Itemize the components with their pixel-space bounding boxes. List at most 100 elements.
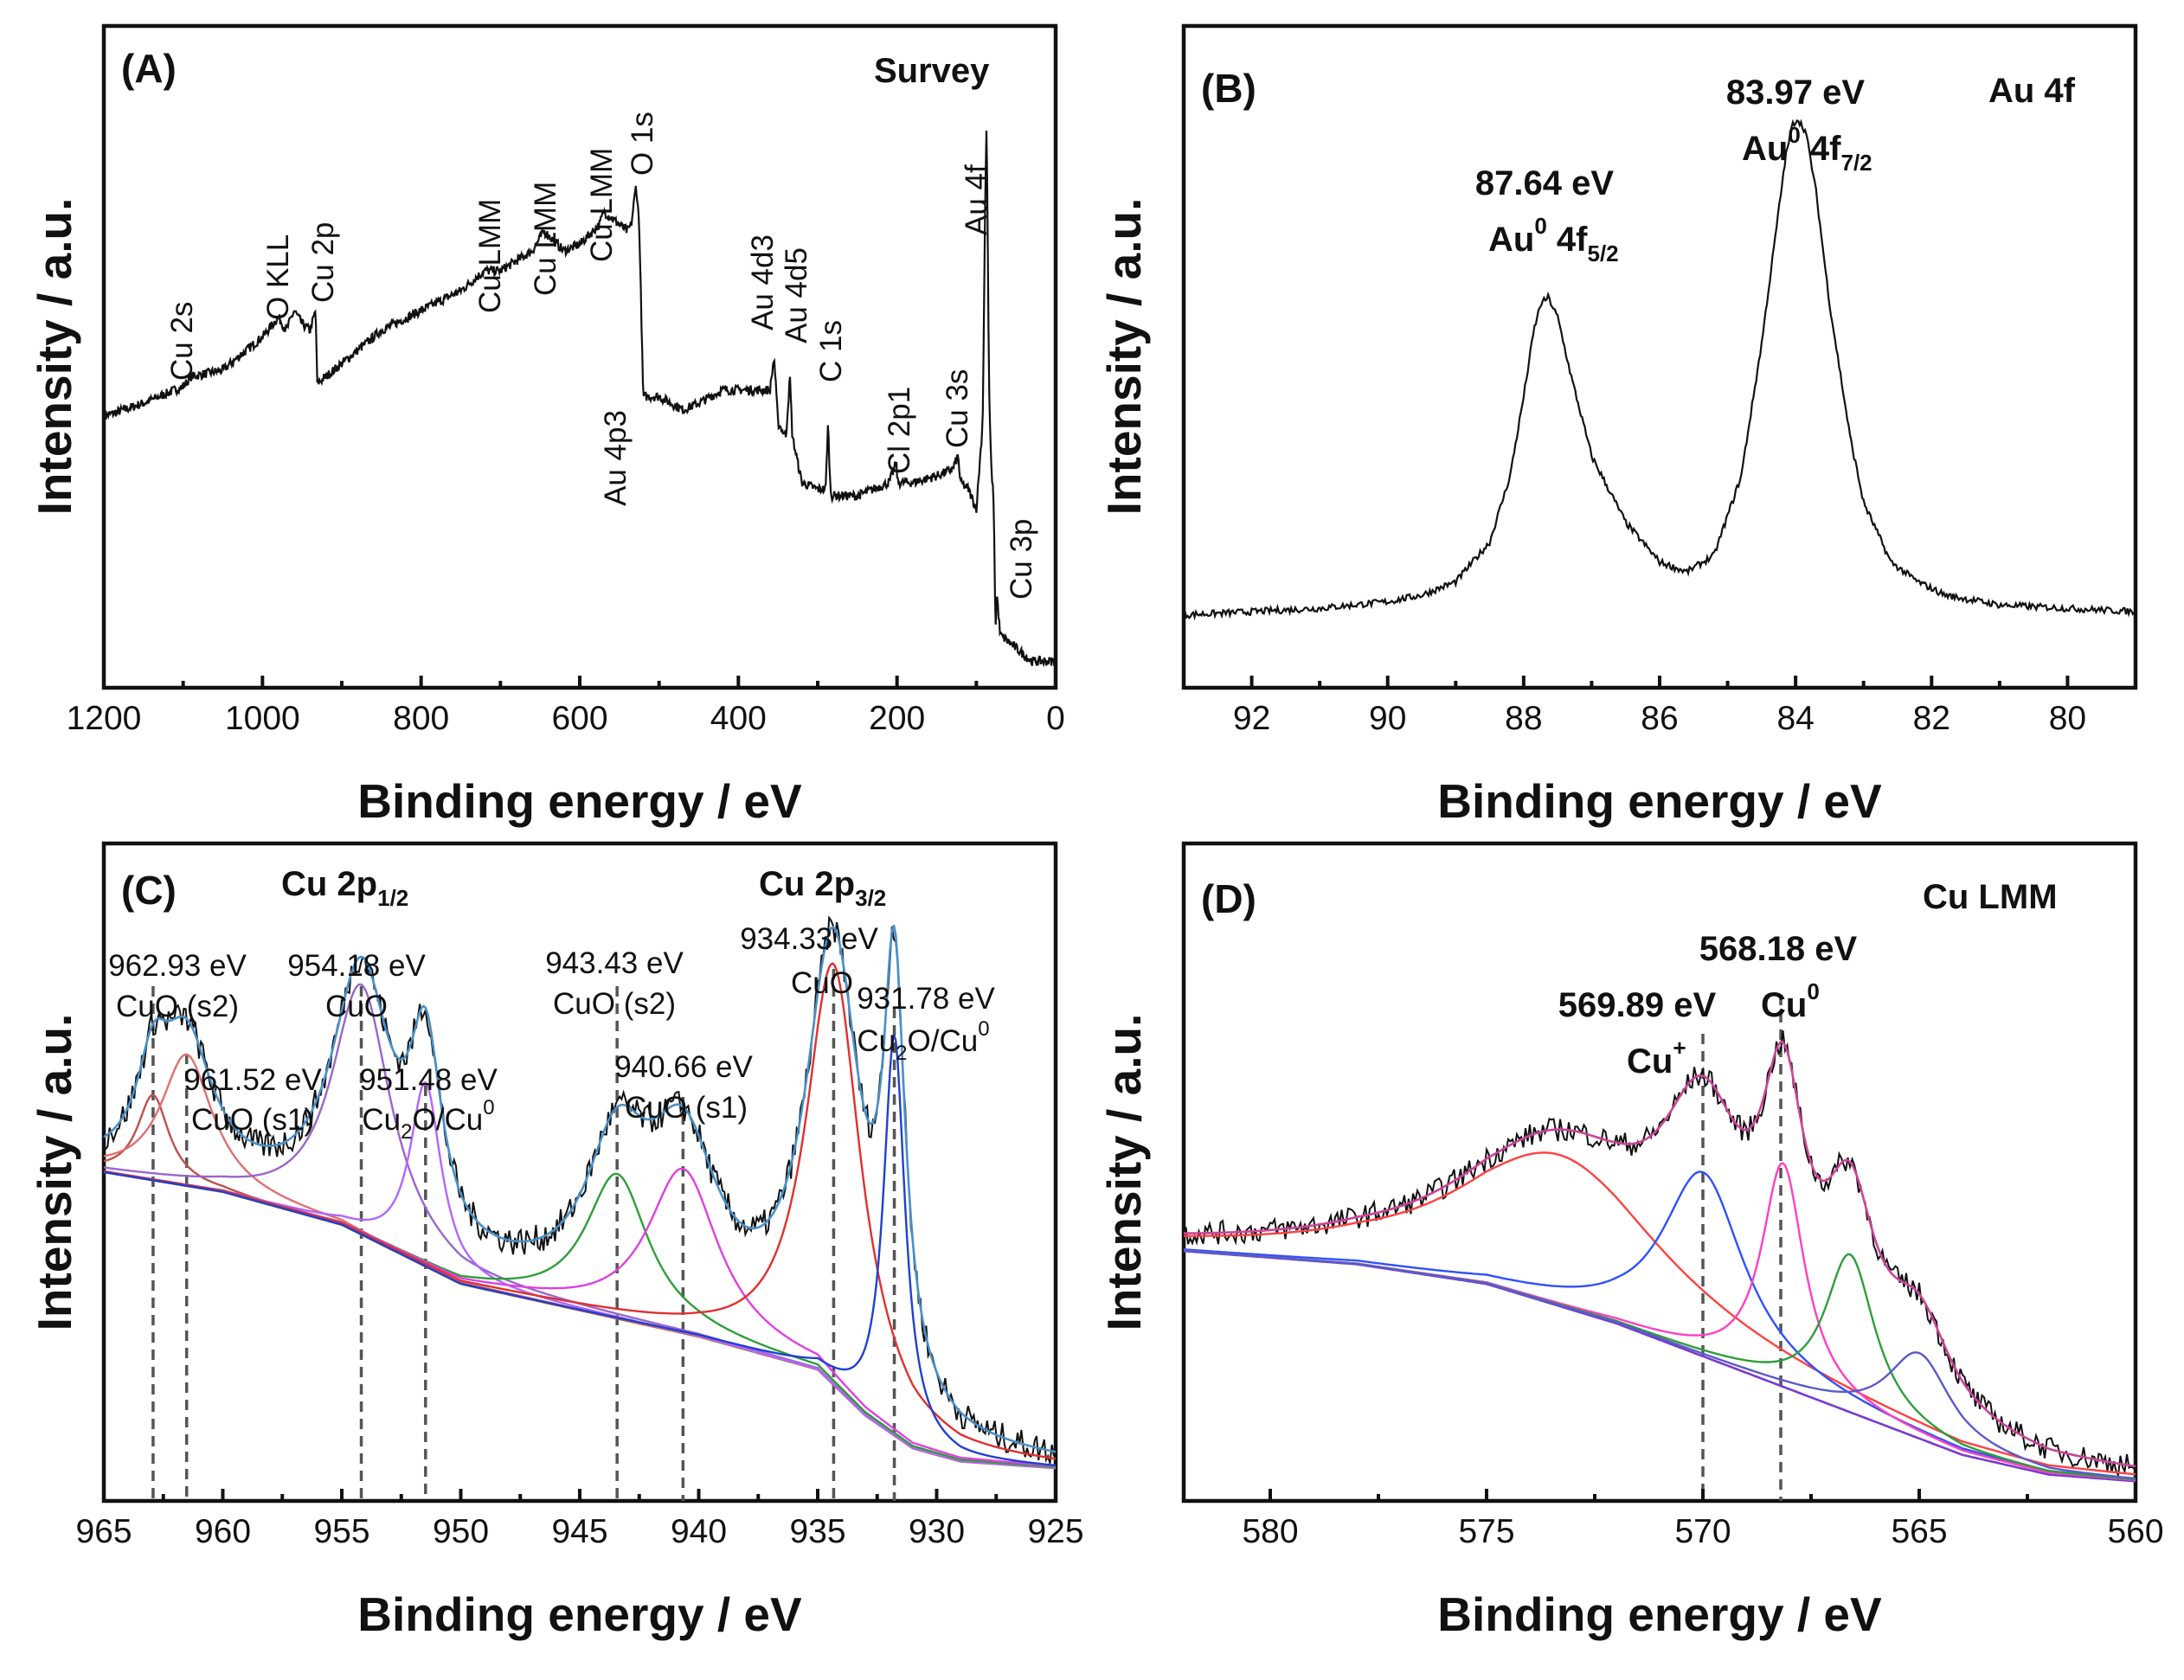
peak-energy: 962.93 eV — [108, 949, 247, 983]
x-tick-label: 90 — [1369, 700, 1406, 737]
panel-a: 1200 1000 800 600 400 200 0 (A) Survey Binding… — [28, 23, 1065, 828]
peak-label-au-4p3: Au 4p3 — [599, 410, 633, 506]
x-tick-label: 950 — [433, 1513, 489, 1550]
peak-assignment: Au0 4f7/2 — [1742, 122, 1872, 176]
peak-label-c-1s: C 1s — [814, 320, 848, 382]
panel-b-ylabel: Intensity / a.u. — [1097, 198, 1151, 516]
x-tick-label: 80 — [2049, 700, 2086, 737]
peak-label-cu-2s: Cu 2s — [165, 302, 199, 381]
peak-energy: 943.43 eV — [545, 946, 684, 980]
panel-a-ylabel: Intensity / a.u. — [28, 198, 81, 516]
peak-label-o-kll: O KLL — [261, 234, 295, 320]
x-tick-label: 600 — [551, 700, 607, 737]
panel-d-peak-label-2: 568.18 eV Cu0 — [1699, 930, 1858, 1024]
peak-species: Cu+ — [1627, 1035, 1686, 1080]
panel-a-label: (A) — [121, 46, 177, 91]
panel-c-curves — [103, 915, 1057, 1470]
peak-energy: 940.66 eV — [614, 1050, 753, 1084]
panel-d-ticks: 580 575 570 565 560 — [1242, 1489, 2164, 1550]
series-line — [102, 130, 1057, 668]
x-tick-label: 945 — [551, 1513, 607, 1550]
panel-b-label: (B) — [1201, 66, 1256, 111]
peak-label-cu-3p: Cu 3p — [1005, 519, 1038, 600]
series-line — [1183, 119, 2137, 621]
panel-d: 580 575 570 565 560 (D) Cu LMM Binding energ… — [1097, 841, 2164, 1641]
panel-b: 92 90 88 86 84 82 80 (B) Au 4f Binding energy … — [1097, 23, 2138, 828]
x-tick-label: 955 — [313, 1513, 369, 1550]
component-peak — [1184, 1151, 2136, 1476]
panel-d-xlabel: Binding energy / eV — [1437, 1587, 1882, 1641]
component-peak — [103, 1034, 1057, 1467]
peak-energy: 934.33 eV — [740, 922, 878, 956]
peak-species: CuO — [325, 990, 388, 1023]
fit-envelope — [103, 924, 1057, 1453]
x-tick-label: 84 — [1776, 700, 1814, 737]
x-tick-label: 86 — [1641, 700, 1678, 737]
panel-d-curves — [1183, 1030, 2136, 1483]
panel-b-peak-label-1: 87.64 eV Au0 4f5/2 — [1475, 164, 1619, 266]
panel-a-peak-labels: Cu 2s O KLL Cu 2p Cu LMM Cu LMM Cu LMM O… — [165, 112, 1038, 600]
peak-label: 961.52 eV CuO (s1) — [183, 1063, 322, 1137]
panel-c: 965 960 955 950 945 940 935 930 925 (C) Cu 2p1/2… — [28, 841, 1084, 1641]
peak-label-au-4d5: Au 4d5 — [780, 247, 813, 343]
panel-b-title: Au 4f — [1988, 72, 2076, 110]
x-tick-label: 925 — [1027, 1513, 1083, 1550]
peak-label-o-1s: O 1s — [626, 112, 659, 176]
x-tick-label: 560 — [2107, 1513, 2163, 1550]
panel-d-label: (D) — [1201, 876, 1256, 921]
peak-species: Cu2O/Cu0 — [857, 1017, 989, 1065]
peak-label: 951.48 eV Cu2O/Cu0 — [359, 1063, 498, 1144]
panel-d-frame — [1181, 841, 2138, 1504]
panel-c-guides — [151, 969, 896, 1501]
peak-energy: 931.78 eV — [857, 982, 995, 1016]
x-tick-label: 580 — [1242, 1513, 1298, 1550]
peak-label-au-4d3: Au 4d3 — [746, 234, 780, 330]
panel-c-xlabel: Binding energy / eV — [357, 1587, 802, 1641]
panel-b-ticks: 92 90 88 86 84 82 80 — [1233, 676, 2086, 737]
peak-label-cu-3s: Cu 3s — [941, 369, 974, 448]
panel-a-curves — [102, 130, 1057, 668]
peak-label: 931.78 eV Cu2O/Cu0 — [857, 982, 995, 1065]
component-peak — [1183, 1249, 2136, 1481]
panel-a-title: Survey — [874, 52, 990, 90]
x-tick-label: 82 — [1913, 700, 1950, 737]
panel-d-ylabel: Intensity / a.u. — [1097, 1014, 1151, 1331]
peak-energy: 83.97 eV — [1726, 74, 1865, 112]
raw-spectrum — [1183, 1030, 2136, 1478]
peak-label: 940.66 eV CuO (s1) — [614, 1050, 753, 1125]
peak-species: CuO (s1) — [191, 1103, 314, 1137]
component-peak — [1183, 1162, 2136, 1481]
x-tick-label: 965 — [75, 1513, 132, 1550]
peak-energy: 961.52 eV — [183, 1063, 322, 1097]
peak-label-cu-lmm-2: Cu LMM — [529, 182, 562, 296]
peak-species: CuO (s2) — [116, 990, 239, 1023]
x-tick-label: 575 — [1458, 1513, 1514, 1550]
panel-a-ticks: 1200 1000 800 600 400 200 0 — [67, 676, 1065, 737]
x-tick-label: 1200 — [67, 700, 142, 737]
panel-c-header-1: Cu 2p1/2 — [281, 865, 408, 911]
panel-b-curves — [1183, 119, 2137, 621]
panel-d-guides — [1701, 995, 1783, 1501]
background-line — [1183, 1249, 2136, 1483]
panel-c-header-2: Cu 2p3/2 — [759, 865, 886, 911]
x-tick-label: 0 — [1046, 700, 1065, 737]
panel-c-ticks: 965 960 955 950 945 940 935 930 925 — [75, 1489, 1084, 1550]
peak-label-cu-lmm-1: Cu LMM — [473, 199, 507, 313]
panel-d-peak-label-1: 569.89 eV Cu+ — [1558, 986, 1717, 1080]
peak-label-cu-lmm-3: Cu LMM — [585, 148, 619, 262]
x-tick-label: 935 — [789, 1513, 845, 1550]
peak-species: CuO — [791, 966, 853, 1000]
panel-a-xlabel: Binding energy / eV — [357, 774, 802, 828]
x-tick-label: 92 — [1233, 700, 1270, 737]
x-tick-label: 570 — [1674, 1513, 1731, 1550]
panel-c-label: (C) — [121, 868, 177, 913]
peak-energy: 568.18 eV — [1699, 930, 1858, 968]
peak-label-cl-2p1: Cl 2p1 — [883, 387, 916, 474]
fit-envelope — [1184, 1041, 2136, 1468]
peak-label: 934.33 eV CuO — [740, 922, 878, 1000]
x-tick-label: 930 — [909, 1513, 965, 1550]
peak-energy: 951.48 eV — [359, 1063, 498, 1097]
panel-b-frame — [1181, 23, 2138, 690]
peak-species: Cu2O/Cu0 — [362, 1096, 494, 1144]
